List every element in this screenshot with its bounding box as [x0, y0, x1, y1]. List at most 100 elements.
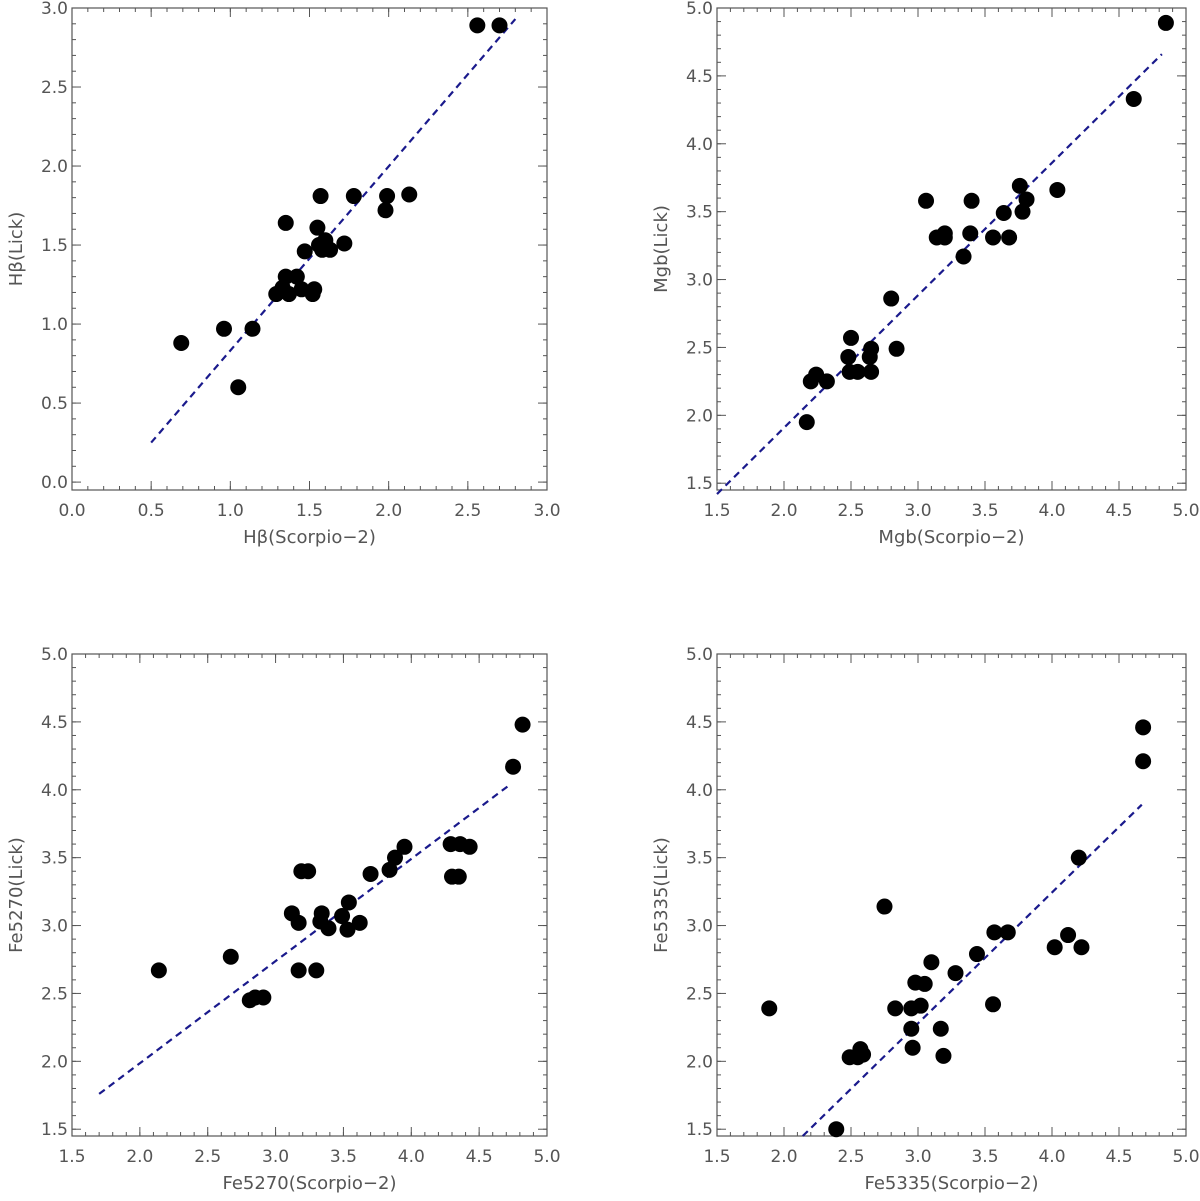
y-tick-label: 2.0: [686, 406, 713, 426]
y-tick-label: 1.5: [686, 474, 713, 494]
fe5335-data-point: [999, 924, 1016, 941]
fe5270-data-point: [334, 908, 351, 925]
y-tick-label: 4.0: [686, 781, 713, 801]
hbeta-data-point: [288, 268, 305, 285]
hbeta-y-axis-title: Hβ(Lick): [6, 212, 27, 286]
y-tick-label: 3.0: [41, 0, 68, 19]
y-tick-label: 3.5: [41, 849, 68, 869]
mgb-data-point: [1157, 14, 1174, 31]
x-tick-label: 3.5: [971, 1147, 998, 1167]
x-tick-label: 4.5: [466, 1147, 493, 1167]
fe5335-data-point: [1046, 939, 1063, 956]
fe5270-data-point: [450, 868, 467, 885]
hbeta-fit-line: [150, 18, 517, 444]
fe5335-x-axis-title: Fe5335(Scorpio−2): [864, 1173, 1038, 1194]
fe5270-data-point: [505, 758, 522, 775]
fe5270-data-point: [514, 716, 531, 733]
mgb-data-point: [1001, 229, 1018, 246]
mgb-data-point: [1018, 191, 1035, 208]
x-tick-label: 3.0: [262, 1147, 289, 1167]
x-tick-label: 4.0: [1038, 501, 1065, 521]
x-tick-label: 2.0: [126, 1147, 153, 1167]
fe5270-data-point: [255, 989, 272, 1006]
fe5270-data-point: [313, 905, 330, 922]
fe5335-data-point: [912, 997, 929, 1014]
fe5335-data-point: [935, 1047, 952, 1064]
mgb-data-point: [883, 290, 900, 307]
fe5270-data-point: [340, 894, 357, 911]
mgb-data-point: [1125, 90, 1142, 107]
mgb-data-point: [995, 205, 1012, 222]
x-tick-label: 1.5: [58, 1147, 85, 1167]
y-tick-label: 3.5: [686, 849, 713, 869]
mgb-data-point: [798, 414, 815, 431]
fe5335-data-point: [903, 1020, 920, 1037]
y-tick-label: 4.5: [686, 713, 713, 733]
panel-hbeta: 0.0 0.5 1.0 1.5 2.0 2.5 3.0 0.0 0.5 1.0 1.5 2.0 2.5 3…: [6, 0, 561, 548]
mgb-data-point: [1014, 203, 1031, 220]
fe5335-data-point: [916, 975, 933, 992]
fe5270-data-point: [308, 962, 325, 979]
mgb-data-point: [863, 340, 880, 357]
mgb-plot-frame: [716, 7, 1187, 491]
mgb-data-point: [840, 348, 857, 365]
x-tick-label: 3.0: [904, 501, 931, 521]
y-tick-label: 3.5: [686, 203, 713, 223]
fe5335-data-point: [855, 1046, 872, 1063]
y-tick-label: 0.0: [41, 473, 68, 493]
y-tick-label: 1.0: [41, 315, 68, 335]
x-tick-label: 3.0: [533, 501, 560, 521]
fe5335-data-point: [968, 946, 985, 963]
y-tick-label: 2.0: [686, 1052, 713, 1072]
fe5270-data-point: [396, 838, 413, 855]
y-tick-label: 2.5: [686, 984, 713, 1004]
mgb-x-axis-title: Mgb(Scorpio−2): [878, 527, 1024, 548]
fe5335-data-point: [923, 954, 940, 971]
x-tick-label: 1.5: [296, 501, 323, 521]
hbeta-data-point: [277, 268, 294, 285]
x-tick-label: 2.5: [194, 1147, 221, 1167]
x-tick-label: 3.5: [330, 1147, 357, 1167]
fe5335-data-point: [1135, 753, 1152, 770]
x-tick-label: 2.5: [837, 501, 864, 521]
x-tick-label: 1.5: [703, 501, 730, 521]
y-tick-label: 3.0: [686, 271, 713, 291]
mgb-data-point: [936, 229, 953, 246]
panel-fe5335: 1.5 2.0 2.5 3.0 3.5 4.0 4.5 5.0 1.5 2.0 2.5 3.0 3.5 4…: [651, 645, 1200, 1194]
x-tick-label: 4.5: [1105, 501, 1132, 521]
x-tick-label: 3.0: [904, 1147, 931, 1167]
mgb-data-point: [985, 229, 1002, 246]
y-tick-label: 1.5: [686, 1120, 713, 1140]
hbeta-data-point: [312, 188, 329, 205]
hbeta-data-point: [401, 186, 418, 203]
x-tick-label: 5.0: [533, 1147, 560, 1167]
x-tick-label: 2.5: [454, 501, 481, 521]
hbeta-data-point: [244, 320, 261, 337]
hbeta-data-point: [377, 202, 394, 219]
x-tick-label: 2.5: [837, 1147, 864, 1167]
y-tick-label: 2.0: [41, 1052, 68, 1072]
mgb-data-point: [955, 248, 972, 265]
x-tick-label: 4.0: [1038, 1147, 1065, 1167]
y-tick-label: 2.0: [41, 157, 68, 177]
y-tick-label: 4.5: [41, 713, 68, 733]
hbeta-data-point: [230, 379, 247, 396]
mgb-data-point: [1049, 181, 1066, 198]
fe5335-data-point: [986, 924, 1003, 941]
hbeta-data-point: [345, 188, 362, 205]
panel-fe5270: 1.5 2.0 2.5 3.0 3.5 4.0 4.5 5.0 1.5 2.0 2.5 3.0 3.5 4…: [6, 645, 561, 1194]
fe5270-data-point: [387, 849, 403, 866]
mgb-data-point: [863, 363, 880, 380]
y-tick-label: 4.0: [686, 135, 713, 155]
mgb-data-point: [962, 225, 979, 242]
hbeta-data-point: [309, 219, 326, 236]
fe5270-data-point: [351, 914, 368, 931]
fe5270-data-point: [320, 920, 337, 937]
mgb-data-point: [963, 192, 980, 209]
fe5270-data-point: [150, 962, 167, 979]
x-tick-label: 4.5: [1105, 1147, 1132, 1167]
fe5335-data-point: [1070, 849, 1087, 866]
mgb-data-point: [818, 373, 835, 390]
fe5335-data-point: [828, 1121, 845, 1138]
